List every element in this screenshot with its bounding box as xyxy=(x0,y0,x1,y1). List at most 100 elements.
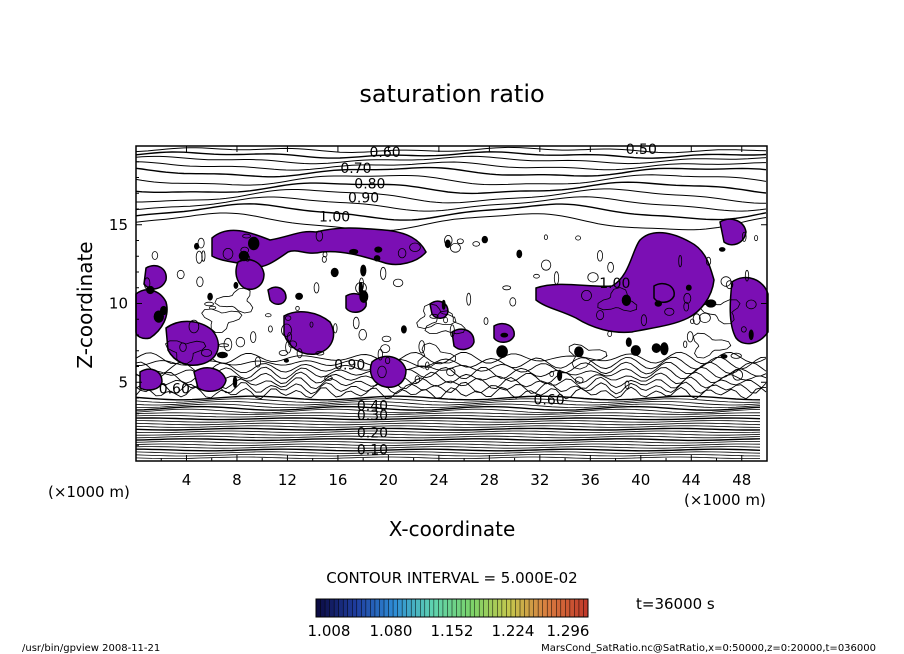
contour-blob xyxy=(374,246,383,253)
contour-blob xyxy=(429,313,439,319)
contour-label: 0.80 xyxy=(354,177,385,193)
contour-line xyxy=(135,422,761,426)
colorbar-cell xyxy=(438,599,444,617)
contour-blob xyxy=(296,348,303,359)
contour-blob xyxy=(397,248,407,259)
contour-blob xyxy=(146,285,155,295)
contour-blob xyxy=(685,284,692,291)
colorbar-cell xyxy=(560,599,566,617)
contour-blob xyxy=(330,267,339,278)
contour-loop xyxy=(597,287,638,312)
contour-line xyxy=(135,430,761,433)
contour-label: 1.00 xyxy=(319,210,350,226)
contour-blob xyxy=(575,235,581,241)
contour-line xyxy=(135,166,767,178)
contour-loop xyxy=(692,332,732,359)
x-tick-label: 4 xyxy=(182,471,192,489)
contour-blob xyxy=(194,242,200,250)
colorbar-cell xyxy=(556,599,562,617)
contour-blob xyxy=(543,234,548,241)
contour-blob xyxy=(295,305,300,311)
contour-blob xyxy=(265,313,272,318)
contour-blob xyxy=(333,323,338,334)
colorbar-cell xyxy=(488,599,494,617)
contour-blob xyxy=(664,307,675,316)
footer-right: MarsCond_SatRatio.nc@SatRatio,x=0:50000,… xyxy=(541,643,876,654)
contour-blob xyxy=(607,261,614,273)
contour-line xyxy=(135,415,761,418)
contour-line xyxy=(135,427,761,431)
contour-blob xyxy=(235,336,246,348)
contour-blob xyxy=(630,345,641,356)
contour-blob xyxy=(574,346,584,358)
colorbar-cell xyxy=(420,599,426,617)
colorbar-cell xyxy=(338,599,344,617)
x-tick-label: 24 xyxy=(429,471,448,489)
contour-loop xyxy=(424,310,466,335)
colorbar-tick-label: 1.224 xyxy=(492,622,535,640)
contour-line xyxy=(135,417,761,421)
contour-blob xyxy=(359,290,369,303)
contour-blob xyxy=(748,329,754,341)
contour-blob xyxy=(596,310,605,321)
contour-blob xyxy=(683,340,688,348)
contour-blob xyxy=(352,316,360,330)
colorbar-cell xyxy=(397,599,403,617)
contour-line xyxy=(135,403,761,409)
contour-label: 0.60 xyxy=(534,392,565,408)
contour-blob xyxy=(176,269,185,280)
contour-blob xyxy=(660,342,669,356)
contour-blob xyxy=(692,313,701,325)
colorbar-cell xyxy=(465,599,471,617)
contour-line xyxy=(135,456,761,459)
y-tick-label: 10 xyxy=(109,295,128,313)
contour-blob xyxy=(424,361,430,371)
contour-line xyxy=(135,386,767,400)
contour-blob xyxy=(624,380,630,389)
contour-blob xyxy=(744,269,750,282)
contour-line xyxy=(135,435,761,439)
x-axis-label: X-coordinate xyxy=(389,517,516,541)
contour-blob xyxy=(377,348,383,361)
contour-blob xyxy=(449,243,461,253)
contour-blob xyxy=(581,289,592,301)
contour-line xyxy=(136,448,761,452)
contour-blob xyxy=(483,317,489,326)
y-axis-ticks: 5 10 15 xyxy=(109,161,767,446)
contour-line xyxy=(135,395,761,401)
contour-line xyxy=(135,155,767,165)
x-tick-label: 44 xyxy=(682,471,701,489)
contour-line xyxy=(135,454,761,457)
contour-blob xyxy=(283,358,289,363)
colorbar-cell xyxy=(347,599,353,617)
contour-blob xyxy=(496,345,508,359)
x-axis-ticks: 4 8 12 16 20 24 28 32 36 40 44 48 xyxy=(160,146,751,489)
contour-blob xyxy=(143,277,151,290)
colorbar-cell xyxy=(501,599,507,617)
x-tick-label: 12 xyxy=(278,471,297,489)
contour-blob xyxy=(502,285,512,291)
contour-blob xyxy=(409,242,421,253)
colorbar-cell xyxy=(325,599,330,617)
contour-blob xyxy=(313,282,320,294)
colorbar-cell xyxy=(456,599,462,617)
colorbar-cell xyxy=(415,599,421,617)
supersat-region xyxy=(729,276,769,345)
contour-line xyxy=(135,443,761,446)
contour-line xyxy=(135,438,761,442)
x-unit-right: (×1000 m) xyxy=(684,491,766,509)
contour-blob xyxy=(358,277,364,291)
contour-blob xyxy=(533,273,540,279)
contour-blob xyxy=(400,325,407,334)
contour-label: 0.90 xyxy=(348,191,379,207)
contour-blob xyxy=(754,235,759,242)
colorbar-tick-label: 1.296 xyxy=(547,622,590,640)
contour-blob xyxy=(720,276,732,287)
contour-blob xyxy=(349,248,359,255)
contour-blob xyxy=(740,326,747,333)
contour-label: 0.10 xyxy=(357,443,388,459)
colorbar-cell xyxy=(524,599,530,617)
contour-blob xyxy=(732,369,743,381)
colorbar-cell xyxy=(393,599,398,617)
contour-line xyxy=(135,401,761,406)
